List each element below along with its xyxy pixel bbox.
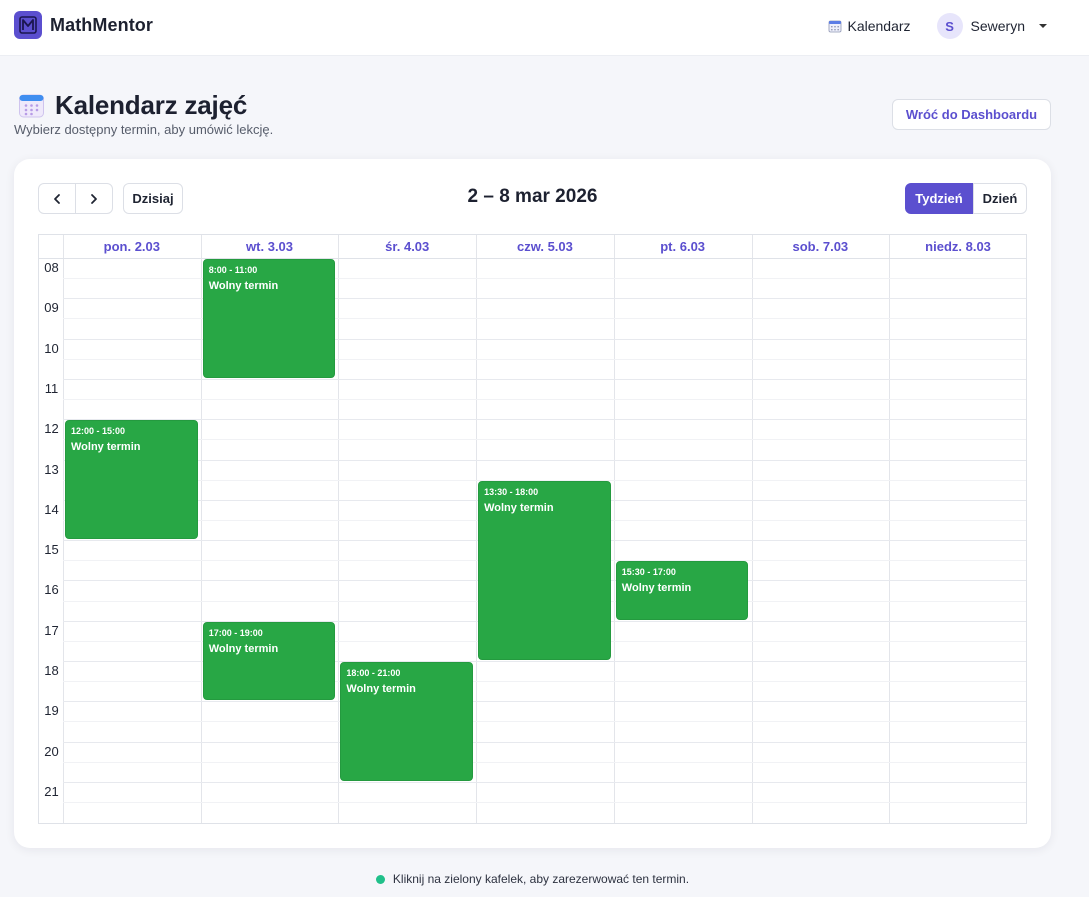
hour-line: [63, 378, 1026, 380]
free-slot-event[interactable]: 8:00 - 11:00 Wolny termin: [202, 259, 336, 378]
hour-label: 21: [44, 783, 59, 799]
event-time: 15:30 - 17:00: [621, 567, 676, 578]
calendar-icon: [829, 20, 842, 33]
day-header: pt. 6.03: [660, 239, 706, 254]
nav-calendar-link[interactable]: Kalendarz: [828, 18, 911, 34]
half-hour-line: [63, 761, 1026, 763]
today-button[interactable]: Dzisiaj: [123, 183, 183, 214]
hour-label: 14: [44, 501, 59, 517]
back-to-dashboard-button[interactable]: Wróć do Dashboardu: [892, 99, 1051, 130]
brand-name: MathMentor: [50, 14, 153, 35]
event-time: 18:00 - 21:00: [346, 668, 401, 678]
hour-line: [63, 419, 1026, 421]
event-time: 17:00 - 19:00: [208, 627, 263, 638]
event-title: Wolny termin: [346, 683, 416, 695]
half-hour-line: [63, 721, 1026, 723]
column-divider: [751, 235, 753, 823]
column-divider: [338, 235, 340, 823]
half-hour-line: [63, 439, 1026, 441]
hour-line: [63, 781, 1026, 783]
user-menu[interactable]: S Seweryn: [936, 13, 1047, 39]
half-hour-line: [63, 318, 1026, 320]
footer-hint: Kliknij na zielony kafelek, aby zarezerw…: [0, 872, 1065, 886]
day-header: pon. 2.03: [103, 239, 161, 254]
hour-label: 13: [44, 461, 59, 477]
column-divider: [613, 235, 615, 823]
day-header: czw. 5.03: [516, 239, 573, 254]
user-name: Seweryn: [970, 18, 1025, 34]
day-header: śr. 4.03: [385, 239, 430, 254]
hint-text: Kliknij na zielony kafelek, aby zarezerw…: [392, 872, 690, 886]
avatar: S: [936, 13, 963, 39]
next-week-button[interactable]: [75, 183, 113, 214]
event-title: Wolny termin: [208, 642, 279, 655]
chevron-left-icon: [54, 193, 60, 204]
half-hour-line: [63, 802, 1026, 804]
hour-label: 16: [44, 582, 59, 598]
hour-label: 18: [44, 663, 59, 678]
navbar: MathMentor Kalendarz S Seweryn: [0, 0, 1089, 56]
event-title: Wolny termin: [208, 280, 279, 292]
date-range-title: 2 – 8 mar 2026: [467, 186, 598, 207]
hour-label: 12: [44, 421, 59, 437]
hour-line: [63, 298, 1026, 300]
hour-line: [63, 701, 1026, 703]
free-slot-event[interactable]: 13:30 - 18:00 Wolny termin: [478, 480, 611, 660]
half-hour-line: [63, 479, 1026, 481]
event-time: 13:30 - 18:00: [484, 486, 539, 497]
hour-label: 09: [44, 300, 59, 316]
brand[interactable]: MathMentor: [14, 10, 153, 40]
column-divider: [476, 235, 478, 823]
view-week-button[interactable]: Tydzień: [905, 183, 973, 214]
status-dot: [375, 874, 385, 884]
hour-label: 15: [44, 542, 59, 558]
event-title: Wolny termin: [71, 441, 141, 454]
event-time: 12:00 - 15:00: [71, 426, 126, 437]
event-title: Wolny termin: [621, 582, 692, 595]
column-divider: [63, 235, 64, 823]
page-title: Kalendarz zajęć: [18, 90, 247, 121]
half-hour-line: [63, 358, 1026, 360]
header-divider: [39, 258, 1026, 259]
hour-line: [63, 338, 1026, 340]
event-time: 8:00 - 11:00: [208, 265, 258, 275]
free-slot-event[interactable]: 15:30 - 17:00 Wolny termin: [615, 561, 749, 620]
hour-label: 08: [44, 260, 59, 275]
hour-label: 17: [44, 622, 59, 638]
week-grid: pon. 2.03 wt. 3.03 śr. 4.03 czw. 5.03 pt. 6.…: [38, 234, 1027, 824]
column-divider: [889, 235, 891, 823]
hour-line: [63, 741, 1026, 743]
view-day-button[interactable]: Dzień: [973, 183, 1027, 214]
mathmentor-logo-icon: [14, 11, 42, 39]
hour-label: 20: [44, 743, 59, 759]
chevron-right-icon: [91, 193, 97, 204]
half-hour-line: [63, 399, 1026, 401]
hour-label: 10: [44, 340, 59, 356]
free-slot-event[interactable]: 17:00 - 19:00 Wolny termin: [202, 621, 336, 701]
half-hour-line: [63, 278, 1026, 280]
day-header: niedz. 8.03: [925, 239, 991, 254]
calendar-icon: [19, 94, 44, 118]
nav-calendar-label: Kalendarz: [847, 18, 911, 34]
free-slot-event[interactable]: 18:00 - 21:00 Wolny termin: [340, 662, 474, 781]
day-header: wt. 3.03: [246, 239, 294, 254]
column-divider: [200, 235, 202, 823]
hour-line: [63, 459, 1026, 461]
calendar-card: Dzisiaj 2 – 8 mar 2026 Tydzień Dzień pon…: [14, 159, 1051, 848]
page-subtitle: Wybierz dostępny termin, aby umówić lekc…: [14, 122, 274, 137]
hour-label: 19: [44, 703, 59, 719]
page-heading: Kalendarz zajęć: [55, 90, 248, 120]
hour-label: 11: [44, 380, 59, 396]
day-header: sob. 7.03: [792, 239, 849, 254]
hour-line: [63, 661, 1026, 662]
chevron-down-icon: [1039, 24, 1047, 28]
free-slot-event[interactable]: 12:00 - 15:00 Wolny termin: [65, 420, 198, 540]
event-title: Wolny termin: [484, 501, 554, 514]
prev-week-button[interactable]: [38, 183, 76, 214]
half-hour-line: [63, 681, 1026, 683]
